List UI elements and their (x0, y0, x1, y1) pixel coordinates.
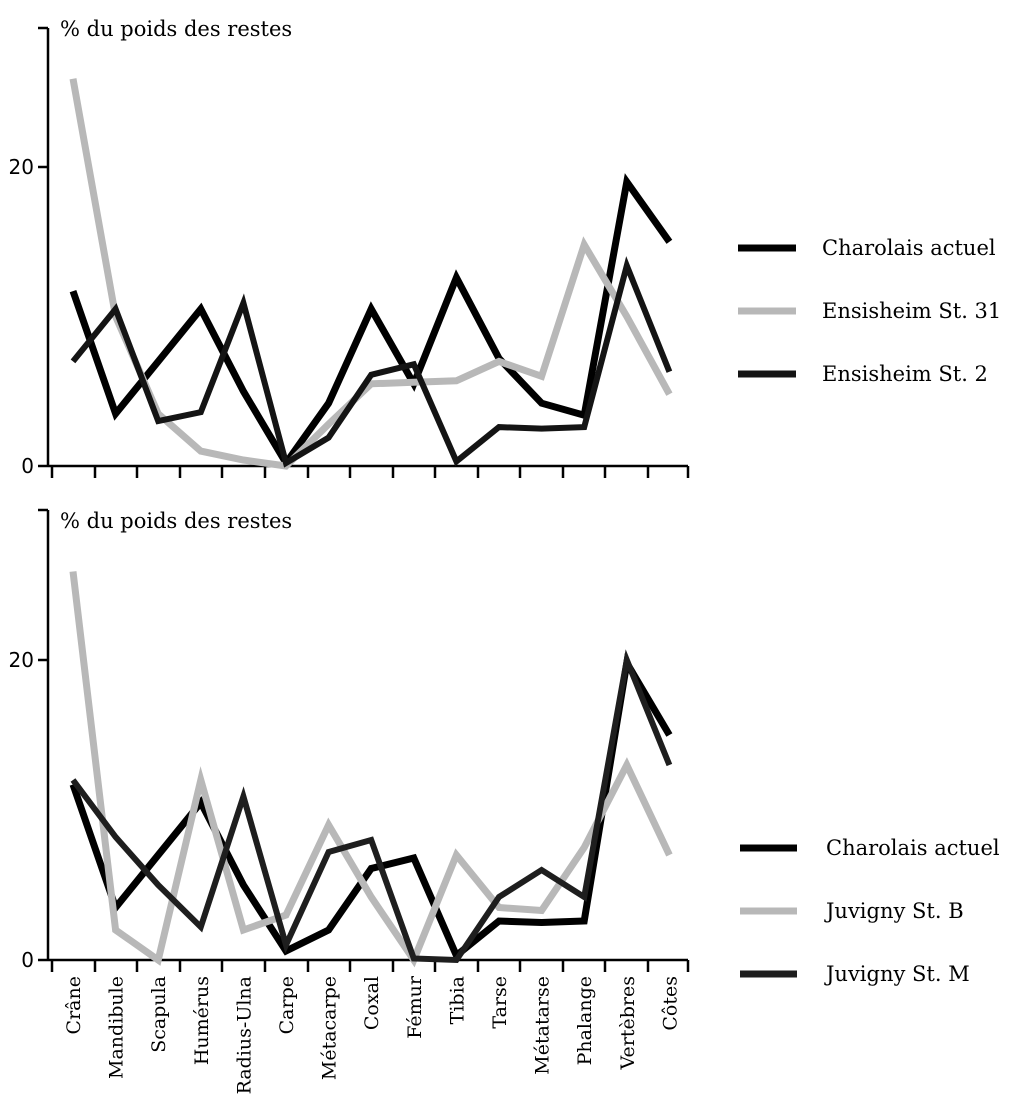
x-tick-label: Métacarpe (319, 976, 341, 1080)
series-line-3 (70, 649, 673, 964)
x-tick-label: Fémur (404, 975, 426, 1039)
legend-label-1: Charolais actuel (822, 236, 996, 260)
x-tick-label: Vertèbres (617, 976, 639, 1070)
x-tick-label: Tarse (489, 976, 511, 1029)
chart-panel-1: % du poids des restes 0 20 Charolais actuel… (9, 17, 1001, 478)
legend: Charolais actuel Juvigny St. B Juvigny St.… (740, 836, 1000, 986)
chart-panel-2: % du poids des restes 0 20 Charolais actuel… (9, 508, 1000, 986)
y-axis-label: % du poids des restes (60, 17, 292, 41)
x-tick-label: Métatarse (532, 976, 554, 1075)
series-line-2 (69, 78, 673, 470)
series-line-3 (70, 256, 673, 468)
series-line-1 (69, 652, 673, 962)
x-tick-label: Tibia (446, 976, 468, 1024)
y-tick-label: 0 (21, 948, 34, 972)
x-category-labels: Crâne Mandibule Scapula Humérus Radius-Ulna C… (63, 975, 681, 1094)
legend: Charolais actuel Ensisheim St. 31 Ensishei… (738, 236, 1001, 386)
y-tick-label: 20 (9, 155, 34, 179)
legend-label-3: Juvigny St. M (824, 962, 970, 986)
legend-label-2: Ensisheim St. 31 (822, 299, 1001, 323)
series-line-2 (69, 571, 673, 968)
y-tick-label: 0 (21, 454, 34, 478)
x-tick-label: Radius-Ulna (233, 976, 255, 1094)
y-axis-label: % du poids des restes (60, 509, 292, 533)
x-tick-label: Humérus (191, 976, 213, 1065)
x-tick-label: Coxal (361, 976, 383, 1030)
x-tick-label: Phalange (574, 976, 596, 1065)
x-tick-label: Côtes (659, 976, 681, 1031)
x-tick-label: Scapula (148, 976, 170, 1053)
legend-label-2: Juvigny St. B (824, 899, 964, 923)
x-tick-label: Carpe (276, 976, 298, 1034)
series-line-1 (69, 173, 673, 470)
x-tick-label: Crâne (63, 976, 85, 1034)
legend-label-1: Charolais actuel (826, 836, 1000, 860)
y-tick-label: 20 (9, 648, 34, 672)
x-tick-label: Mandibule (106, 976, 128, 1079)
legend-label-3: Ensisheim St. 2 (822, 362, 988, 386)
